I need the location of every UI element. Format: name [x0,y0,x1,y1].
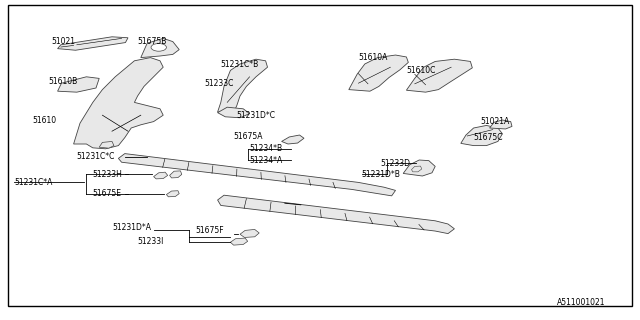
Polygon shape [99,141,114,148]
Text: 51675F: 51675F [195,226,224,235]
Polygon shape [349,55,408,91]
Polygon shape [141,38,179,58]
Circle shape [151,44,166,51]
Text: 51233H: 51233H [93,170,123,179]
Text: 51231D*B: 51231D*B [362,170,401,179]
Text: 51233C: 51233C [205,79,234,88]
Polygon shape [240,229,259,237]
Text: 51675B: 51675B [138,37,167,46]
Text: 51610A: 51610A [358,53,388,62]
Text: 51231D*C: 51231D*C [237,111,276,120]
Polygon shape [406,59,472,92]
Text: 51231C*C: 51231C*C [77,152,115,161]
Text: 51610C: 51610C [406,66,436,75]
Text: 51231C*A: 51231C*A [14,178,52,187]
Polygon shape [282,135,304,144]
Text: 51675A: 51675A [234,132,263,140]
Polygon shape [218,195,454,234]
Polygon shape [218,59,268,113]
Polygon shape [490,120,512,129]
Polygon shape [218,107,250,118]
Polygon shape [403,160,435,176]
Text: 51234*A: 51234*A [250,156,283,164]
Text: 51233D: 51233D [381,159,411,168]
Text: 51675E: 51675E [93,189,122,198]
Text: 51610B: 51610B [48,77,77,86]
Polygon shape [170,171,182,178]
Text: 51234*B: 51234*B [250,144,283,153]
Text: 51021A: 51021A [480,117,509,126]
Text: 51021: 51021 [51,37,76,46]
Text: 51231D*A: 51231D*A [112,223,151,232]
Polygon shape [461,125,502,146]
Text: 51610: 51610 [32,116,56,124]
Polygon shape [58,77,99,92]
Polygon shape [154,172,168,179]
Polygon shape [166,191,179,197]
Polygon shape [230,238,248,245]
Polygon shape [58,37,128,50]
Text: 51231C*B: 51231C*B [221,60,259,68]
Text: 51675C: 51675C [474,133,503,142]
Text: 51233I: 51233I [138,237,164,246]
Polygon shape [412,166,422,172]
Text: A511001021: A511001021 [557,298,605,307]
Polygon shape [118,154,396,196]
Polygon shape [74,58,163,149]
